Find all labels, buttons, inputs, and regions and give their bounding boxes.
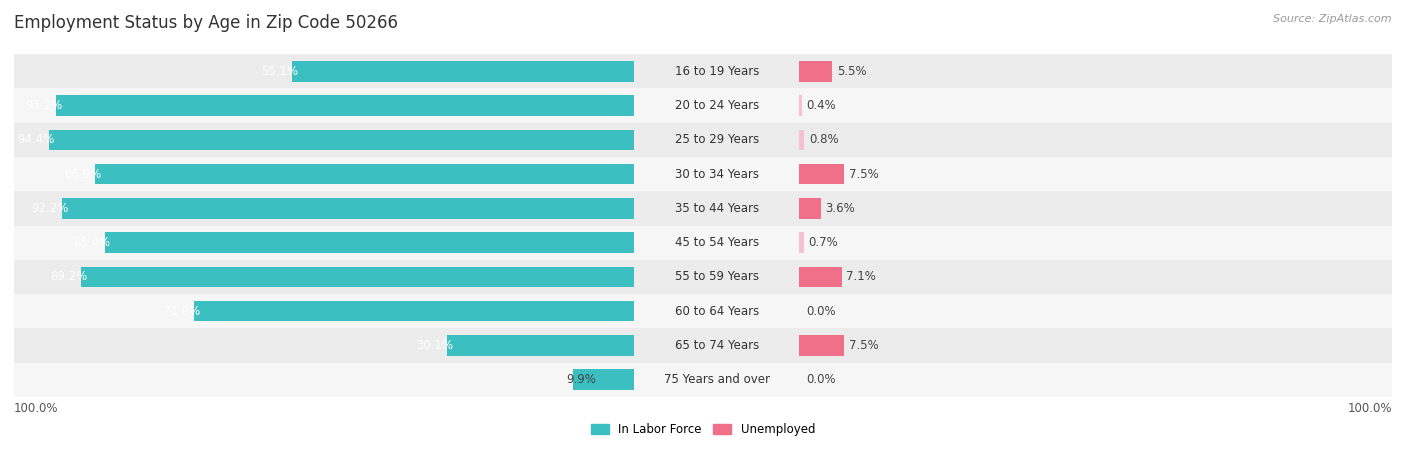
Bar <box>800 88 1392 123</box>
Text: 30 to 34 Years: 30 to 34 Years <box>675 168 759 180</box>
Bar <box>14 363 634 397</box>
Bar <box>572 369 634 390</box>
Text: Employment Status by Age in Zip Code 50266: Employment Status by Age in Zip Code 502… <box>14 14 398 32</box>
Text: 0.4%: 0.4% <box>807 99 837 112</box>
Bar <box>800 61 832 82</box>
Bar <box>800 198 821 219</box>
Text: 71.0%: 71.0% <box>163 305 200 318</box>
Text: 85.4%: 85.4% <box>73 236 111 249</box>
Bar <box>800 232 804 253</box>
Text: 55 to 59 Years: 55 to 59 Years <box>675 271 759 283</box>
Bar <box>14 54 634 88</box>
Bar <box>49 129 634 150</box>
Text: 3.6%: 3.6% <box>825 202 855 215</box>
Bar <box>14 226 634 260</box>
Bar <box>634 294 800 328</box>
Text: 0.8%: 0.8% <box>808 133 838 146</box>
Text: 16 to 19 Years: 16 to 19 Years <box>675 65 759 78</box>
Bar <box>800 328 1392 363</box>
Bar <box>800 335 844 356</box>
Text: 20 to 24 Years: 20 to 24 Years <box>675 99 759 112</box>
Bar <box>634 328 800 363</box>
Bar <box>292 61 634 82</box>
Text: 35 to 44 Years: 35 to 44 Years <box>675 202 759 215</box>
Bar <box>634 226 800 260</box>
Bar <box>800 363 1392 397</box>
Bar <box>800 129 804 150</box>
Bar <box>62 198 634 219</box>
Bar <box>634 260 800 294</box>
Bar <box>447 335 634 356</box>
Bar <box>634 157 800 191</box>
Legend: In Labor Force, Unemployed: In Labor Force, Unemployed <box>586 418 820 441</box>
Bar <box>14 191 634 226</box>
Bar <box>14 328 634 363</box>
Bar <box>82 267 634 287</box>
Bar <box>800 267 842 287</box>
Bar <box>104 232 634 253</box>
Bar <box>800 157 1392 191</box>
Bar <box>800 95 801 116</box>
Bar <box>14 157 634 191</box>
Text: 9.9%: 9.9% <box>567 373 596 386</box>
Bar <box>800 164 844 184</box>
Text: 55.1%: 55.1% <box>262 65 298 78</box>
Text: 7.1%: 7.1% <box>846 271 876 283</box>
Text: 5.5%: 5.5% <box>837 65 866 78</box>
Bar <box>800 226 1392 260</box>
Text: 100.0%: 100.0% <box>14 402 59 415</box>
Text: 25 to 29 Years: 25 to 29 Years <box>675 133 759 146</box>
Bar <box>14 260 634 294</box>
Bar <box>56 95 634 116</box>
Bar <box>634 191 800 226</box>
Text: 0.0%: 0.0% <box>806 373 835 386</box>
Bar <box>634 123 800 157</box>
Text: Source: ZipAtlas.com: Source: ZipAtlas.com <box>1274 14 1392 23</box>
Text: 0.0%: 0.0% <box>806 305 835 318</box>
Bar <box>14 123 634 157</box>
Text: 60 to 64 Years: 60 to 64 Years <box>675 305 759 318</box>
Text: 75 Years and over: 75 Years and over <box>664 373 769 386</box>
Bar <box>800 54 1392 88</box>
Text: 30.1%: 30.1% <box>416 339 454 352</box>
Text: 94.4%: 94.4% <box>18 133 55 146</box>
Bar <box>14 88 634 123</box>
Bar <box>634 88 800 123</box>
Text: 89.2%: 89.2% <box>51 271 87 283</box>
Text: 45 to 54 Years: 45 to 54 Years <box>675 236 759 249</box>
Text: 100.0%: 100.0% <box>1347 402 1392 415</box>
Text: 92.2%: 92.2% <box>31 202 69 215</box>
Text: 7.5%: 7.5% <box>849 339 879 352</box>
Text: 86.9%: 86.9% <box>65 168 101 180</box>
Bar <box>194 301 634 322</box>
Bar <box>800 260 1392 294</box>
Bar <box>634 363 800 397</box>
Text: 93.2%: 93.2% <box>25 99 62 112</box>
Bar <box>800 294 1392 328</box>
Bar <box>14 294 634 328</box>
Text: 7.5%: 7.5% <box>849 168 879 180</box>
Text: 0.7%: 0.7% <box>808 236 838 249</box>
Bar <box>800 123 1392 157</box>
Text: 65 to 74 Years: 65 to 74 Years <box>675 339 759 352</box>
Bar <box>800 191 1392 226</box>
Bar <box>634 54 800 88</box>
Bar <box>96 164 634 184</box>
